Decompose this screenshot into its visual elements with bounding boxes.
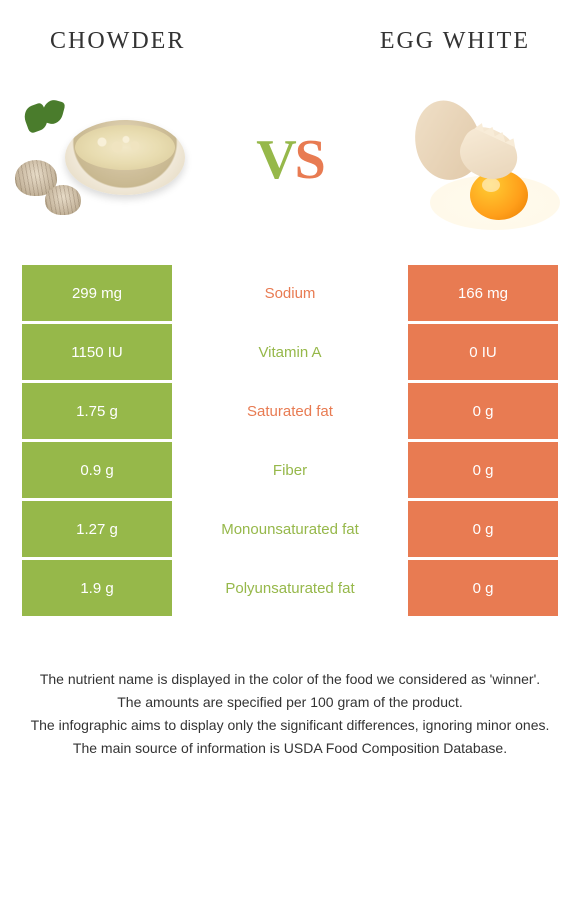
right-value-cell: 0 g bbox=[408, 560, 558, 616]
nutrient-label: Sodium bbox=[172, 265, 408, 321]
footer-line: The nutrient name is displayed in the co… bbox=[20, 669, 560, 690]
footer-line: The infographic aims to display only the… bbox=[20, 715, 560, 736]
left-value-cell: 1.27 g bbox=[22, 501, 172, 557]
footer-line: The main source of information is USDA F… bbox=[20, 738, 560, 759]
right-value-cell: 0 g bbox=[408, 442, 558, 498]
chowder-image bbox=[15, 90, 195, 230]
table-row: 1.75 gSaturated fat0 g bbox=[22, 383, 558, 439]
nutrient-label: Monounsaturated fat bbox=[172, 501, 408, 557]
right-value-cell: 0 g bbox=[408, 383, 558, 439]
chowder-bowl-icon bbox=[65, 120, 185, 195]
left-value-cell: 299 mg bbox=[22, 265, 172, 321]
right-value-cell: 0 IU bbox=[408, 324, 558, 380]
nutrient-label: Polyunsaturated fat bbox=[172, 560, 408, 616]
images-row: VS bbox=[0, 65, 580, 265]
parsley-icon bbox=[25, 100, 75, 150]
left-value-cell: 1.9 g bbox=[22, 560, 172, 616]
clam-icon bbox=[45, 185, 81, 215]
egg-image bbox=[385, 90, 565, 230]
footer-line: The amounts are specified per 100 gram o… bbox=[20, 692, 560, 713]
comparison-table: 299 mgSodium166 mg1150 IUVitamin A0 IU1.… bbox=[0, 265, 580, 616]
table-row: 1.9 gPolyunsaturated fat0 g bbox=[22, 560, 558, 616]
left-value-cell: 0.9 g bbox=[22, 442, 172, 498]
table-row: 299 mgSodium166 mg bbox=[22, 265, 558, 321]
vs-badge: VS bbox=[256, 128, 324, 192]
footer-notes: The nutrient name is displayed in the co… bbox=[0, 619, 580, 759]
nutrient-label: Fiber bbox=[172, 442, 408, 498]
vs-v-letter: V bbox=[256, 129, 294, 191]
vs-s-letter: S bbox=[295, 129, 324, 191]
nutrient-label: Vitamin A bbox=[172, 324, 408, 380]
left-value-cell: 1150 IU bbox=[22, 324, 172, 380]
header: CHOWDER EGG WHITE bbox=[0, 0, 580, 65]
nutrient-label: Saturated fat bbox=[172, 383, 408, 439]
right-food-title: EGG WHITE bbox=[380, 28, 530, 55]
left-food-title: CHOWDER bbox=[50, 28, 185, 55]
table-row: 1.27 gMonounsaturated fat0 g bbox=[22, 501, 558, 557]
right-value-cell: 0 g bbox=[408, 501, 558, 557]
left-value-cell: 1.75 g bbox=[22, 383, 172, 439]
table-row: 1150 IUVitamin A0 IU bbox=[22, 324, 558, 380]
right-value-cell: 166 mg bbox=[408, 265, 558, 321]
table-row: 0.9 gFiber0 g bbox=[22, 442, 558, 498]
